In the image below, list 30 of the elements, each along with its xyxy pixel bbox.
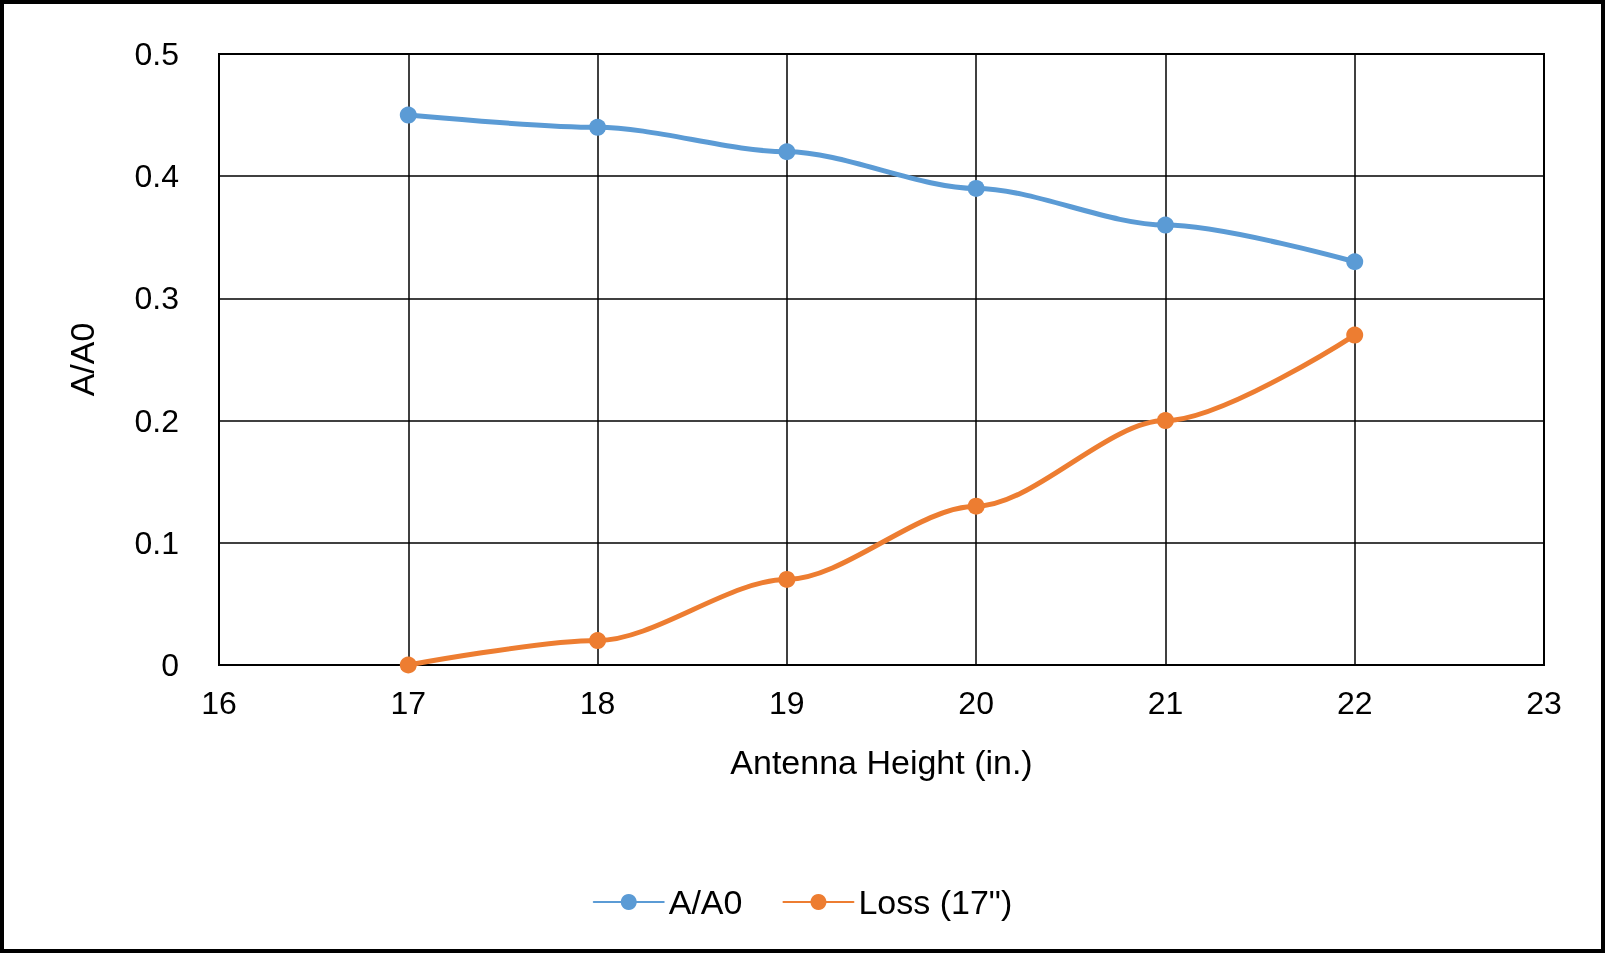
x-tick-label: 17 (390, 685, 427, 721)
point (589, 118, 607, 136)
x-tick-label: 20 (958, 685, 994, 721)
y-axis-title: A/A0 (63, 322, 101, 397)
x-tick-label: 23 (1526, 685, 1562, 721)
point (967, 497, 985, 515)
point (399, 106, 417, 124)
point (1346, 253, 1364, 271)
y-tick-label: 0.3 (134, 280, 179, 317)
point (778, 570, 796, 588)
point (778, 143, 796, 161)
point (1156, 216, 1174, 234)
x-tick-label: 18 (579, 685, 616, 721)
point (1156, 412, 1174, 430)
x-tick-label: 21 (1147, 685, 1184, 721)
x-axis-title: Antenna Height (in.) (730, 743, 1033, 781)
point (589, 632, 607, 650)
y-tick-label: 0 (161, 647, 179, 683)
legend-label: Loss (17") (858, 883, 1013, 921)
x-tick-label: 19 (769, 685, 805, 721)
y-tick-label: 0.2 (134, 402, 179, 439)
x-tick-label: 16 (201, 685, 237, 721)
point (1346, 326, 1364, 344)
y-tick-label: 0.4 (134, 158, 179, 195)
x-tick-label: 22 (1336, 685, 1373, 721)
y-tick-label: 0.1 (134, 524, 179, 561)
y-tick-label: 0.5 (134, 36, 179, 72)
point (967, 179, 985, 197)
legend-label: A/A0 (668, 883, 743, 921)
point (399, 656, 417, 674)
